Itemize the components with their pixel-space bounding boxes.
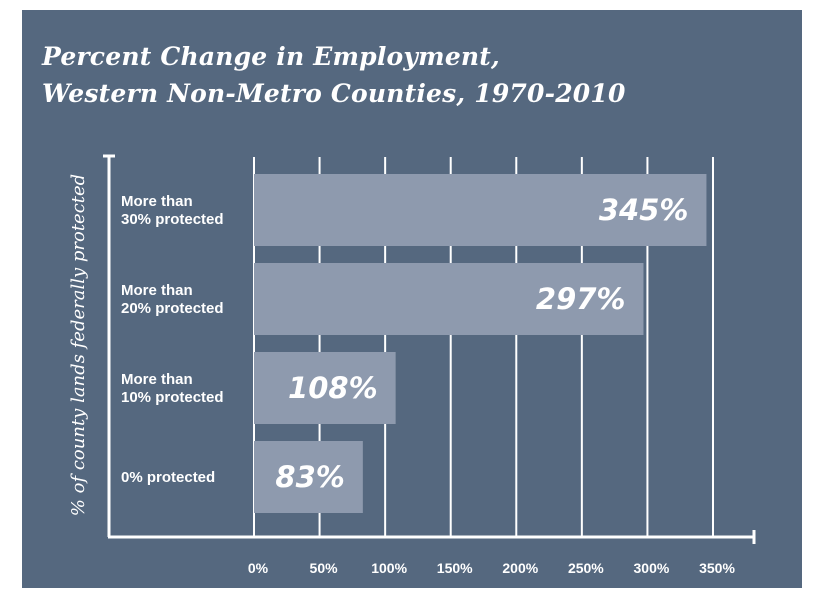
x-tick-label: 100% [371,560,407,576]
category-label: More than 30% protected [121,193,224,228]
category-label: 0% protected [121,469,215,486]
category-label: More than 20% protected [121,282,224,317]
bar [254,174,707,246]
bar [254,263,644,335]
x-tick-label: 300% [634,560,670,576]
x-tick-label: 50% [310,560,339,576]
axes [103,154,756,544]
bars [254,174,707,513]
bar-value-label: 297% [536,282,626,316]
bar-value-label: 83% [275,460,344,494]
bar-value-label: 108% [288,371,378,405]
x-tick-label: 250% [568,560,604,576]
chart-title: Percent Change in Employment, Western No… [42,38,626,112]
bar-value-label: 345% [599,193,689,227]
bar [254,352,396,424]
category-label: More than 10% protected [121,371,224,406]
labels: 0% 50% 100% 150% 200% 250% 300% 350% 345% More th… [121,193,735,576]
bar [254,441,363,513]
y-axis-title: % of county lands federally protected [68,174,89,516]
chart-title-line-2: Western Non-Metro Counties, 1970-2010 [42,79,626,108]
x-tick-label: 150% [437,560,473,576]
chart-title-line-1: Percent Change in Employment, [42,42,500,71]
x-tick-label: 0% [248,560,269,576]
x-tick-label: 350% [699,560,735,576]
x-tick-label: 200% [502,560,538,576]
